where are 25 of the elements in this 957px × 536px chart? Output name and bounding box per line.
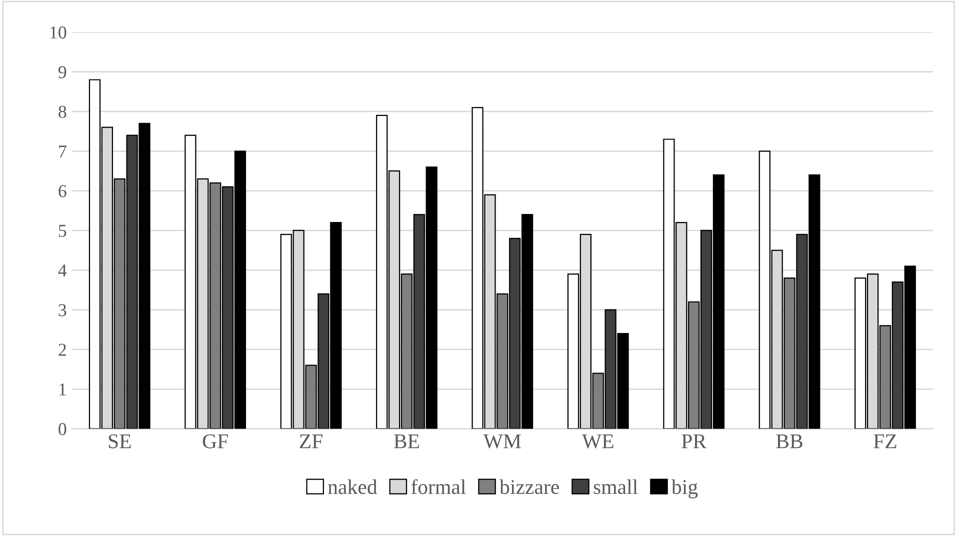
- legend-label: big: [671, 479, 698, 498]
- y-tick-label: 2: [58, 344, 66, 356]
- legend-label: small: [594, 479, 638, 494]
- legend-label: formal: [411, 479, 466, 494]
- x-tick-label: BE: [394, 434, 419, 448]
- y-tick-label: 5: [58, 224, 66, 237]
- legend-label: naked: [328, 479, 378, 494]
- legend-label: bizzare: [500, 479, 559, 494]
- x-tick-label: WE: [582, 434, 614, 448]
- x-tick-label: PR: [682, 434, 707, 448]
- x-tick-label: WM: [483, 434, 521, 448]
- y-tick-label: 8: [58, 106, 66, 118]
- x-tick-label: BB: [776, 434, 802, 448]
- y-tick-label: 1: [59, 383, 66, 396]
- y-tick-label: 3: [58, 304, 66, 316]
- y-tick-label: 0: [58, 423, 66, 436]
- x-tick-label: FZ: [874, 434, 896, 448]
- x-tick-label: GF: [202, 434, 228, 448]
- x-tick-label: ZF: [300, 434, 322, 448]
- y-tick-label: 4: [58, 264, 67, 276]
- y-tick-label: 10: [50, 26, 66, 39]
- y-tick-label: 7: [59, 146, 66, 158]
- y-tick-label: 6: [58, 185, 66, 198]
- y-tick-label: 9: [58, 66, 66, 78]
- x-tick-label: SE: [108, 434, 131, 448]
